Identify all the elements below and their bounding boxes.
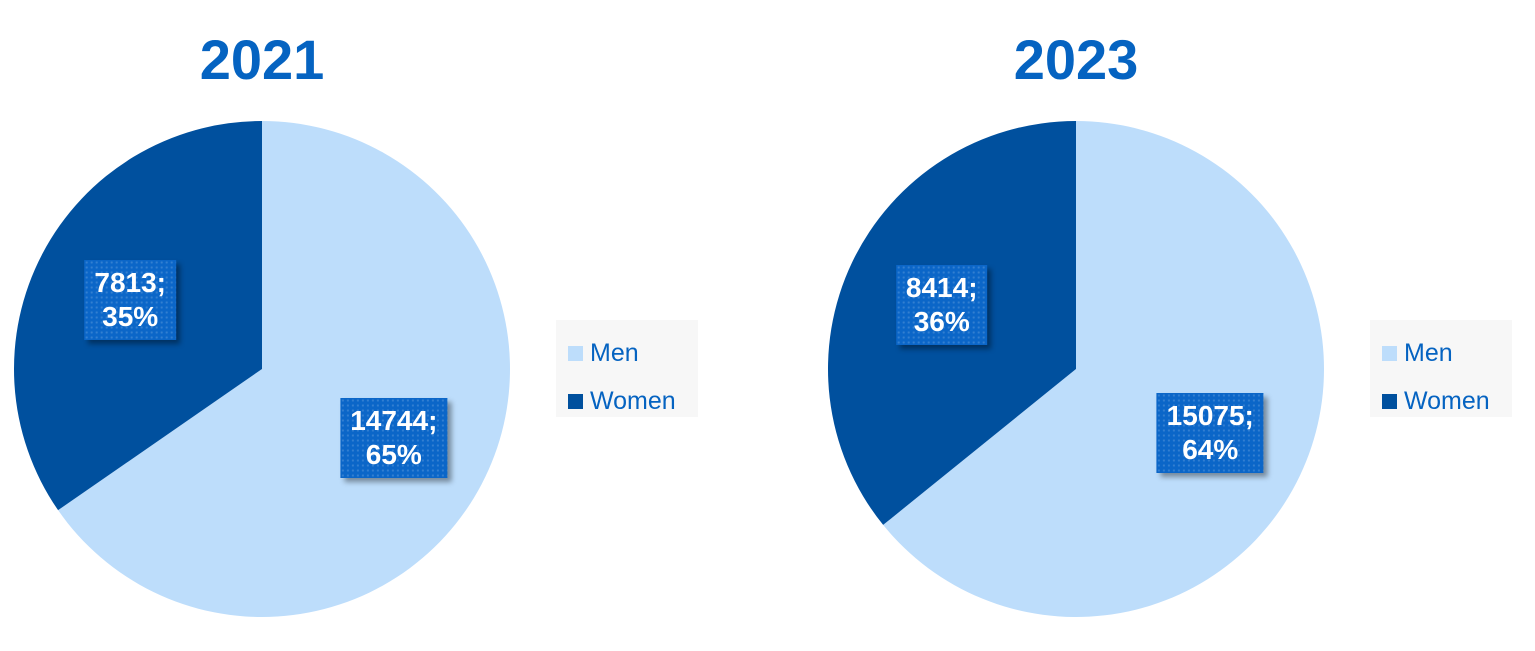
data-label-women: 7813; 35% — [84, 259, 176, 340]
data-label-percent: 64% — [1182, 434, 1239, 466]
chart-title: 2023 — [1013, 28, 1139, 91]
data-label-women: 8414; 36% — [895, 264, 988, 345]
data-label-percent: 65% — [365, 439, 422, 471]
data-label-value: 8414; — [905, 271, 978, 303]
legend: Men Women — [1370, 320, 1512, 417]
legend-label-men: Men — [590, 339, 639, 367]
pie-slice-men — [883, 121, 1324, 617]
pie-chart-2023: 2023 15075; 64% 8414; 36% Men Women — [814, 0, 1535, 651]
legend-label-men: Men — [1404, 339, 1453, 367]
data-label-men: 15075; 64% — [1156, 393, 1264, 474]
legend-swatch-men — [568, 345, 583, 361]
legend-item-men: Men — [556, 329, 698, 377]
legend-label-women: Women — [590, 387, 676, 415]
legend-label-women: Women — [1404, 387, 1490, 415]
legend-swatch-women — [568, 393, 583, 409]
chart-title: 2021 — [199, 28, 325, 91]
data-label-percent: 36% — [913, 305, 970, 337]
legend-item-men: Men — [1370, 329, 1512, 377]
pie-slice-men — [58, 121, 511, 617]
data-label-value: 7813; — [94, 266, 166, 298]
data-label-value: 15075; — [1166, 400, 1254, 432]
legend-swatch-women — [1382, 393, 1397, 409]
legend: Men Women — [556, 320, 698, 417]
legend-item-women: Women — [556, 377, 698, 425]
data-label-value: 14744; — [350, 405, 438, 437]
data-label-percent: 35% — [102, 300, 159, 332]
pie-chart-2021: 2021 14744; 65% 7813; 35% Men Women — [0, 0, 760, 651]
data-label-men: 14744; 65% — [340, 398, 448, 479]
legend-item-women: Women — [1370, 377, 1512, 425]
legend-swatch-men — [1382, 345, 1397, 361]
